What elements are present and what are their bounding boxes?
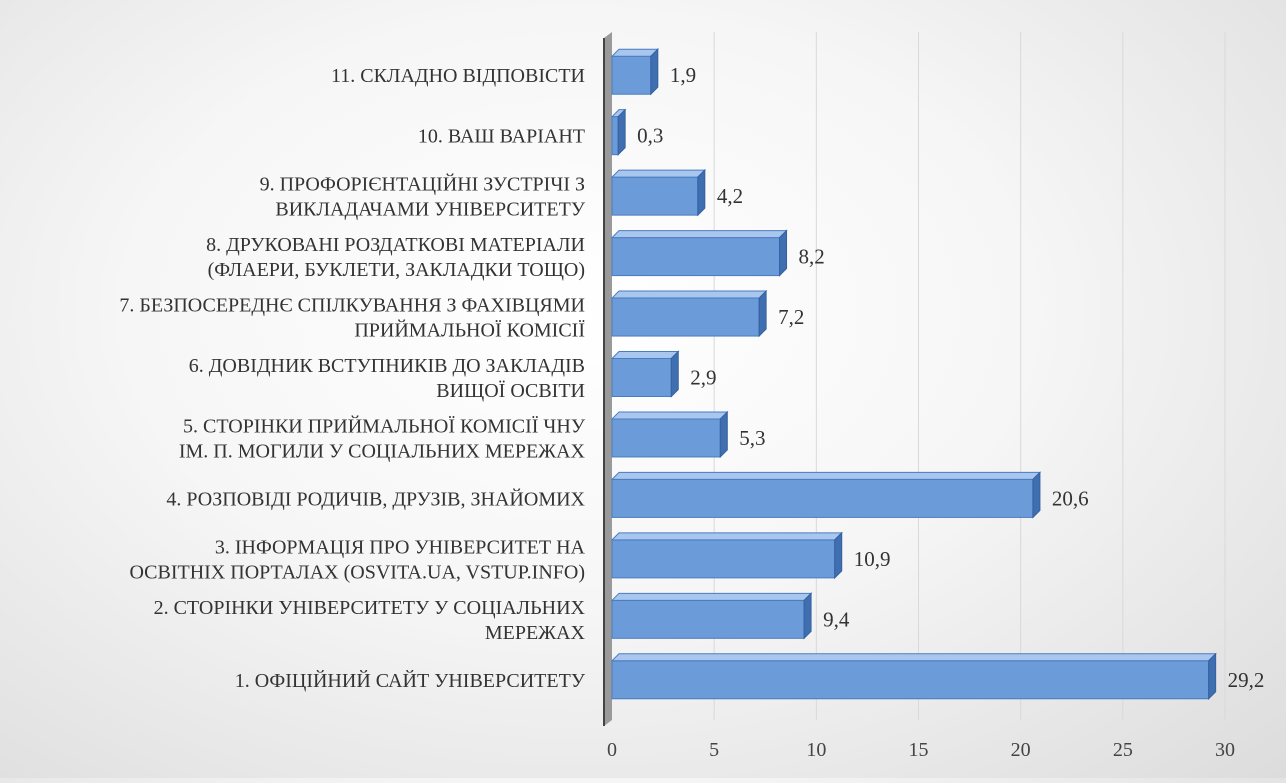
- x-tick-label: 0: [607, 739, 617, 761]
- category-label-line: ВИЩОЇ ОСВІТИ: [436, 379, 585, 402]
- category-label: 3. ІНФОРМАЦІЯ ПРО УНІВЕРСИТЕТ НА ОСВІТНІХ…: [129, 536, 585, 583]
- bar: [610, 229, 788, 277]
- bar: [610, 48, 660, 96]
- bar-front-face: [611, 116, 619, 156]
- data-label: 1,9: [670, 63, 696, 87]
- bars-layer: [610, 48, 1217, 700]
- x-tick-label: 15: [909, 739, 929, 761]
- category-label-line: (ФЛАЕРИ, БУКЛЕТИ, ЗАКЛАДКИ ТОЩО): [208, 259, 585, 281]
- category-label: 2. СТОРІНКИ УНІВЕРСИТЕТУ У СОЦІАЛЬНИХ МЕР…: [154, 597, 586, 644]
- bar-side-face: [650, 48, 659, 96]
- labels-layer: 0 5 10 15 20 25 30 29,2 1. ОФІЦІЙНИЙ САЙТ УНІВЕР…: [119, 63, 1264, 761]
- bar-front-face: [611, 599, 805, 639]
- bar-side-face: [834, 531, 843, 580]
- data-label: 7,2: [778, 305, 804, 329]
- bar: [610, 108, 627, 156]
- bar: [610, 410, 729, 459]
- category-label-line: ОСВІТНІХ ПОРТАЛАХ (OSVITA.UA, VSTUP.INFO…: [129, 561, 585, 583]
- bar: [610, 471, 1042, 519]
- bar: [610, 592, 813, 640]
- category-label: 11. СКЛАДНО ВІДПОВІСТИ: [331, 65, 585, 87]
- data-label: 2,9: [690, 366, 716, 390]
- bar-top-face: [610, 532, 843, 541]
- bar-top-face: [610, 48, 660, 57]
- bar: [610, 168, 707, 217]
- bar-side-face: [617, 108, 626, 156]
- category-label-line: 6. ДОВІДНИК ВСТУПНИКІВ ДО ЗАКЛАДІВ: [189, 355, 585, 377]
- bar-top-face: [610, 230, 788, 239]
- category-label-line: 5. СТОРІНКИ ПРИЙМАЛЬНОЇ КОМІСІЇ ЧНУ: [183, 414, 586, 437]
- data-label: 10,9: [854, 547, 891, 571]
- bar-front-face: [611, 660, 1210, 700]
- bar-side-face: [758, 289, 767, 338]
- x-tick-label: 5: [709, 739, 719, 761]
- category-label: 5. СТОРІНКИ ПРИЙМАЛЬНОЇ КОМІСІЇ ЧНУ ІМ. П…: [179, 414, 586, 462]
- x-tick-label: 10: [806, 739, 826, 761]
- bar-top-face: [610, 653, 1217, 662]
- bar-side-face: [1032, 471, 1041, 519]
- category-label: 7. БЕЗПОСЕРЕДНЄ СПІЛКУВАННЯ З ФАХІВЦЯМИ П…: [119, 295, 585, 342]
- bar-side-face: [1208, 652, 1217, 700]
- x-tick-label: 20: [1011, 739, 1031, 761]
- bar: [610, 652, 1217, 700]
- bar-side-face: [719, 410, 728, 459]
- bar-front-face: [611, 358, 672, 397]
- bar-top-face: [610, 592, 813, 601]
- category-label-line: МЕРЕЖАХ: [485, 622, 586, 644]
- bar-front-face: [611, 237, 781, 277]
- x-tick-label: 25: [1113, 739, 1133, 761]
- category-label: 10. ВАШ ВАРІАНТ: [418, 126, 585, 148]
- bar-side-face: [670, 350, 679, 398]
- bar-top-face: [610, 290, 768, 299]
- category-label-line: 2. СТОРІНКИ УНІВЕРСИТЕТУ У СОЦІАЛЬНИХ: [154, 597, 586, 619]
- category-label-line: 4. РОЗПОВІДІ РОДИЧІВ, ДРУЗІВ, ЗНАЙОМИХ: [166, 487, 585, 510]
- bar-top-face: [610, 169, 707, 178]
- category-label-line: ІМ. П. МОГИЛИ У СОЦІАЛЬНИХ МЕРЕЖАХ: [179, 440, 586, 462]
- bar-front-face: [611, 297, 760, 337]
- category-label-line: 3. ІНФОРМАЦІЯ ПРО УНІВЕРСИТЕТ НА: [215, 536, 586, 558]
- category-label: 1. ОФІЦІЙНИЙ САЙТ УНІВЕРСИТЕТУ: [235, 669, 586, 692]
- data-label: 8,2: [799, 245, 825, 269]
- category-label-line: 7. БЕЗПОСЕРЕДНЄ СПІЛКУВАННЯ З ФАХІВЦЯМИ: [119, 295, 585, 317]
- bar: [610, 531, 843, 580]
- category-label: 9. ПРОФОРІЄНТАЦІЙНІ ЗУСТРІЧІ З ВИКЛАДАЧАМ…: [260, 173, 586, 221]
- data-label: 9,4: [823, 607, 850, 631]
- data-label: 0,3: [637, 124, 663, 148]
- x-tick-label: 30: [1215, 739, 1235, 761]
- data-label: 4,2: [717, 184, 743, 208]
- data-label: 20,6: [1052, 486, 1089, 510]
- bar-front-face: [611, 418, 721, 458]
- category-label-line: ПРИЙМАЛЬНОЇ КОМІСІЇ: [354, 319, 585, 342]
- bar-top-face: [610, 351, 680, 359]
- category-label: 8. ДРУКОВАНІ РОЗДАТКОВІ МАТЕРІАЛИ (ФЛАЕРИ…: [206, 234, 585, 281]
- category-label-line: 9. ПРОФОРІЄНТАЦІЙНІ ЗУСТРІЧІ З: [260, 173, 585, 196]
- bar-front-face: [611, 539, 836, 579]
- data-label: 5,3: [739, 426, 765, 450]
- category-label: 4. РОЗПОВІДІ РОДИЧІВ, ДРУЗІВ, ЗНАЙОМИХ: [166, 487, 585, 510]
- bar-front-face: [611, 478, 1034, 518]
- bar-side-face: [697, 168, 706, 217]
- category-label-line: 1. ОФІЦІЙНИЙ САЙТ УНІВЕРСИТЕТУ: [235, 669, 586, 692]
- category-label-line: ВИКЛАДАЧАМИ УНІВЕРСИТЕТУ: [275, 199, 585, 221]
- bar-front-face: [611, 55, 652, 95]
- category-label-line: 10. ВАШ ВАРІАНТ: [418, 126, 585, 148]
- bar-top-face: [610, 471, 1042, 480]
- bar-front-face: [611, 176, 699, 216]
- axis-layer: [603, 32, 612, 726]
- category-label-line: 8. ДРУКОВАНІ РОЗДАТКОВІ МАТЕРІАЛИ: [206, 234, 585, 256]
- category-label-line: 11. СКЛАДНО ВІДПОВІСТИ: [331, 65, 585, 87]
- bar-side-face: [803, 592, 812, 640]
- bar-side-face: [779, 229, 788, 277]
- bar: [610, 350, 680, 398]
- bar: [610, 289, 768, 338]
- axis-wall: [604, 32, 612, 726]
- data-label: 29,2: [1228, 668, 1265, 692]
- bar-top-face: [610, 411, 729, 420]
- category-label: 6. ДОВІДНИК ВСТУПНИКІВ ДО ЗАКЛАДІВ ВИЩОЇ …: [189, 355, 585, 402]
